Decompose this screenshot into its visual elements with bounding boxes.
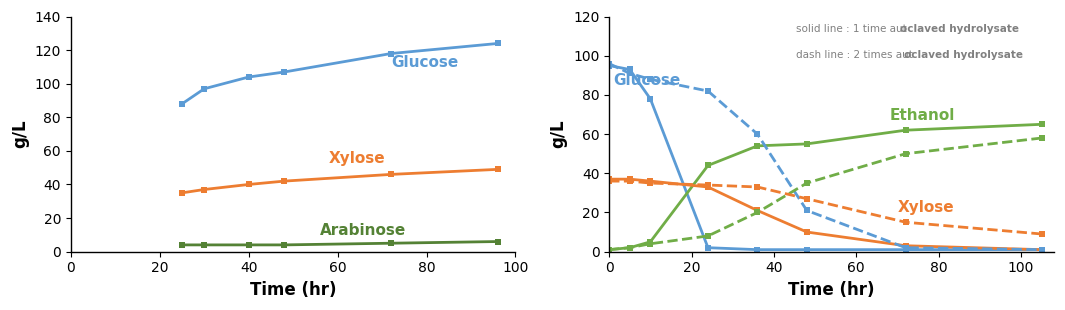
Text: Glucose: Glucose xyxy=(613,73,681,88)
Text: Ethanol: Ethanol xyxy=(889,108,954,123)
Y-axis label: g/L: g/L xyxy=(11,120,29,148)
Text: solid line : 1 time aut: solid line : 1 time aut xyxy=(796,24,906,34)
Text: Xylose: Xylose xyxy=(329,151,386,166)
Text: Arabinose: Arabinose xyxy=(320,223,406,238)
X-axis label: Time (hr): Time (hr) xyxy=(788,281,874,299)
Text: dash line : 2 times aut: dash line : 2 times aut xyxy=(796,50,913,60)
Text: Glucose: Glucose xyxy=(391,55,458,70)
X-axis label: Time (hr): Time (hr) xyxy=(250,281,337,299)
Text: oclaved hydrolysate: oclaved hydrolysate xyxy=(900,24,1018,34)
Text: Xylose: Xylose xyxy=(898,201,954,215)
Y-axis label: g/L: g/L xyxy=(550,120,568,148)
Text: oclaved hydrolysate: oclaved hydrolysate xyxy=(904,50,1023,60)
